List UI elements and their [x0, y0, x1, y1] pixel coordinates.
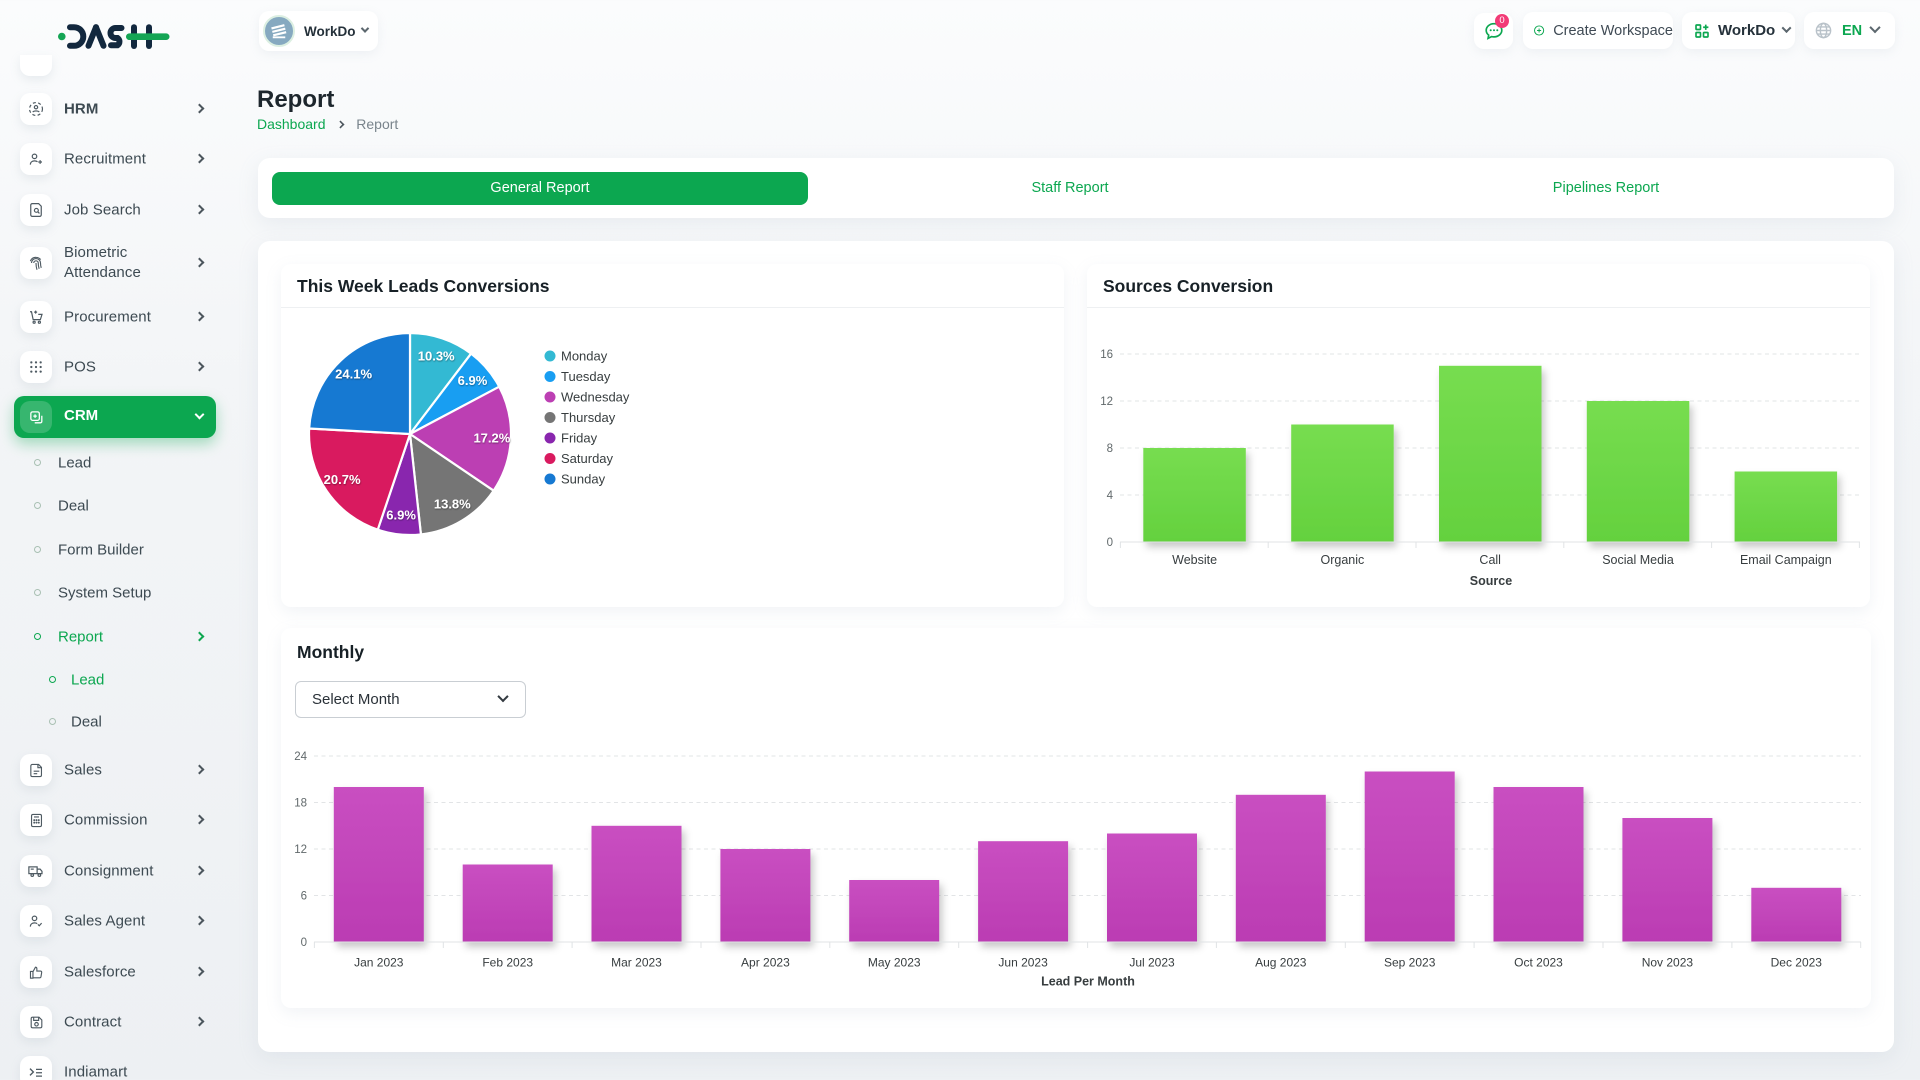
svg-text:Feb 2023: Feb 2023 [482, 956, 533, 970]
svg-text:Jun 2023: Jun 2023 [998, 956, 1048, 970]
svg-text:12: 12 [294, 844, 307, 856]
svg-text:6.9%: 6.9% [458, 373, 488, 388]
svg-text:Mar 2023: Mar 2023 [611, 956, 662, 970]
svg-text:Oct 2023: Oct 2023 [1514, 956, 1563, 970]
svg-text:Organic: Organic [1321, 553, 1365, 567]
svg-text:20.7%: 20.7% [324, 472, 361, 487]
svg-text:16: 16 [1100, 349, 1113, 361]
svg-text:6: 6 [301, 891, 307, 903]
svg-text:Lead Per Month: Lead Per Month [1041, 975, 1135, 989]
svg-text:24.1%: 24.1% [335, 367, 372, 382]
svg-text:Jan 2023: Jan 2023 [354, 956, 404, 970]
svg-text:Dec 2023: Dec 2023 [1771, 956, 1823, 970]
svg-text:Social Media: Social Media [1602, 553, 1674, 567]
svg-text:Aug 2023: Aug 2023 [1255, 956, 1307, 970]
svg-text:12: 12 [1100, 396, 1113, 408]
svg-text:Website: Website [1172, 553, 1217, 567]
svg-text:May 2023: May 2023 [868, 956, 921, 970]
svg-text:17.2%: 17.2% [473, 430, 510, 445]
svg-text:Email Campaign: Email Campaign [1740, 553, 1832, 567]
svg-text:8: 8 [1107, 443, 1113, 455]
svg-text:18: 18 [294, 798, 307, 810]
svg-text:0: 0 [1107, 537, 1113, 549]
svg-text:Nov 2023: Nov 2023 [1642, 956, 1694, 970]
svg-text:10.3%: 10.3% [418, 348, 455, 363]
svg-text:0: 0 [301, 937, 307, 949]
svg-text:4: 4 [1107, 490, 1114, 502]
svg-text:Sunday: Sunday [561, 472, 606, 487]
svg-text:6.9%: 6.9% [386, 508, 416, 523]
svg-text:Sep 2023: Sep 2023 [1384, 956, 1436, 970]
svg-text:Saturday: Saturday [561, 451, 614, 466]
svg-text:Thursday: Thursday [561, 410, 616, 425]
svg-text:Jul 2023: Jul 2023 [1129, 956, 1175, 970]
svg-text:Source: Source [1470, 574, 1512, 588]
svg-text:Tuesday: Tuesday [561, 369, 611, 384]
svg-text:Apr 2023: Apr 2023 [741, 956, 790, 970]
svg-text:13.8%: 13.8% [434, 496, 471, 511]
svg-text:Wednesday: Wednesday [561, 390, 630, 405]
svg-text:Call: Call [1479, 553, 1501, 567]
svg-text:24: 24 [294, 751, 307, 763]
svg-text:Monday: Monday [561, 349, 608, 364]
svg-text:Friday: Friday [561, 431, 598, 446]
